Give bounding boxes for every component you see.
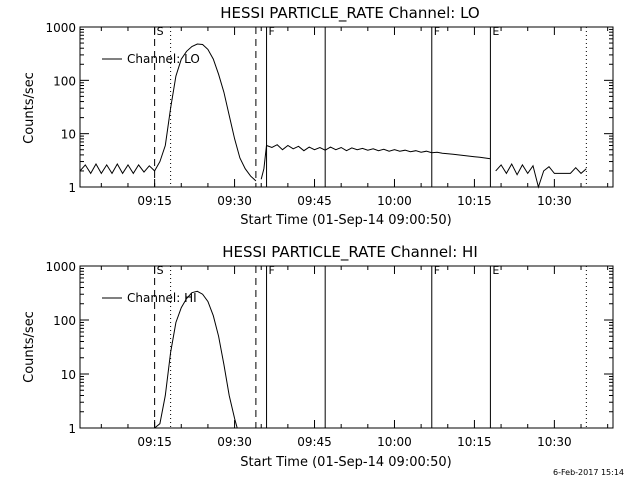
plot-area: 09:15 09:30 09:45 10:00 10:15 10:30 1 10 100 1000… [45, 21, 614, 208]
plot-frame [79, 265, 614, 429]
time-marker-label: F [434, 25, 440, 38]
series-line [154, 290, 238, 429]
time-marker-label: S [157, 25, 164, 38]
time-marker-label: E [492, 264, 499, 277]
x-tick-label: 09:45 [297, 194, 332, 208]
series-line [495, 162, 587, 189]
y-tick-label: 100 [53, 74, 76, 88]
x-tick-label: 09:30 [217, 194, 252, 208]
chart-hi-channel: HESSI PARTICLE_RATE Channel: HI Counts/s… [22, 243, 614, 470]
x-tick-label: 10:00 [377, 194, 412, 208]
x-tick-label: 10:00 [377, 435, 412, 449]
x-tick-label: 09:15 [137, 194, 172, 208]
y-tick-label: 1000 [45, 260, 76, 274]
legend-label: Channel: HI [127, 291, 197, 305]
x-tick-label: 10:15 [457, 194, 492, 208]
time-marker-label: E [492, 25, 499, 38]
chart-title: HESSI PARTICLE_RATE Channel: LO [220, 4, 479, 23]
chart-title: HESSI PARTICLE_RATE Channel: HI [222, 243, 478, 262]
series-line [260, 144, 491, 180]
plot-area: 09:15 09:30 09:45 10:00 10:15 10:30 1 10 100 1000… [45, 260, 614, 449]
x-tick-label: 09:15 [137, 435, 172, 449]
time-marker-label: F [434, 264, 440, 277]
y-axis-label: Counts/sec [22, 72, 37, 144]
x-axis-label: Start Time (01-Sep-14 09:00:50) [240, 213, 451, 228]
y-tick-label: 100 [53, 314, 76, 328]
chart-lo-channel: HESSI PARTICLE_RATE Channel: LO Counts/s… [22, 4, 614, 228]
y-tick-label: 1 [68, 181, 76, 195]
y-axis-label: Counts/sec [22, 311, 37, 383]
legend: Channel: LO [102, 52, 200, 66]
legend: Channel: HI [102, 291, 197, 305]
x-tick-label: 10:30 [537, 194, 572, 208]
time-marker-label: F [269, 264, 275, 277]
plot-frame [79, 26, 614, 188]
series-line [79, 43, 257, 182]
time-marker-label: S [157, 264, 164, 277]
print-timestamp: 6-Feb-2017 15:14 [553, 468, 624, 477]
x-tick-label: 09:30 [217, 435, 252, 449]
x-tick-label: 10:30 [537, 435, 572, 449]
x-axis-label: Start Time (01-Sep-14 09:00:50) [240, 455, 451, 470]
x-tick-label: 09:45 [297, 435, 332, 449]
legend-label: Channel: LO [127, 52, 200, 66]
time-marker-label: F [269, 25, 275, 38]
y-tick-label: 1000 [45, 21, 76, 35]
y-tick-label: 10 [61, 368, 76, 382]
y-tick-label: 1 [68, 422, 76, 436]
x-tick-label: 10:15 [457, 435, 492, 449]
y-tick-label: 10 [61, 128, 76, 142]
